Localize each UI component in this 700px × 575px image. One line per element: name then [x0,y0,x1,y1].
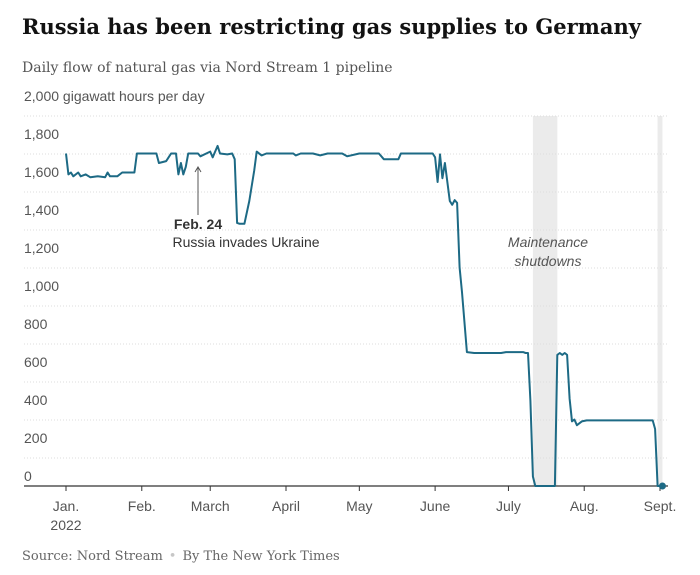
x-tick-label: April [272,498,300,514]
annotation-date: Feb. 24 [174,216,222,232]
y-tick-label: 800 [24,316,48,332]
arrow-up-icon [194,166,202,173]
y-tick-label: 1,600 [24,164,59,180]
latest-value-marker [658,482,666,490]
y-tick-label: 600 [24,354,48,370]
gridlines [24,115,668,459]
x-tick-label: June [420,498,451,514]
maintenance-label: shutdowns [515,253,582,269]
x-tick-label: Feb. [128,498,156,514]
y-tick-label: 1,800 [24,126,59,142]
y-tick-label: 1,000 [24,278,59,294]
footer-separator-icon: • [168,549,177,564]
maintenance-shade [532,116,558,486]
chart-footer: Source: Nord Stream • By The New York Time… [22,549,340,564]
y-axis-ticks: 2,000 gigawatt hours per day 1,800 1,600 1,… [24,88,205,484]
y-tick-label: 1,200 [24,240,59,256]
x-tick-sublabel: 2022 [50,517,81,533]
x-axis: Jan. 2022 Feb. March April May June July Aug. Sep… [24,485,677,533]
y-tick-label: 2,000 gigawatt hours per day [24,88,205,104]
y-tick-label: 200 [24,430,48,446]
x-tick-label: July [496,498,521,514]
x-tick-label: March [191,498,230,514]
byline: By The New York Times [182,549,340,564]
maintenance-label: Maintenance [508,234,588,250]
y-tick-label: 0 [24,468,32,484]
line-chart: 2,000 gigawatt hours per day 1,800 1,600 1,… [24,88,677,533]
maintenance-shade [657,116,663,486]
y-tick-label: 400 [24,392,48,408]
x-tick-label: Sept. [644,498,677,514]
x-tick-label: Aug. [570,498,599,514]
gas-flow-line [65,144,663,487]
x-tick-label: Jan. [53,498,79,514]
chart-title: Russia has been restricting gas supplies… [22,14,641,39]
series-lines [65,144,666,490]
annotations: Feb. 24 Russia invades Ukraine Maintenance… [172,166,588,269]
shaded-periods [532,116,663,486]
x-tick-label: May [346,498,372,514]
source-note: Source: Nord Stream [22,549,163,564]
y-tick-label: 1,400 [24,202,59,218]
chart-subtitle: Daily flow of natural gas via Nord Strea… [22,60,393,76]
annotation-text: Russia invades Ukraine [172,234,319,250]
